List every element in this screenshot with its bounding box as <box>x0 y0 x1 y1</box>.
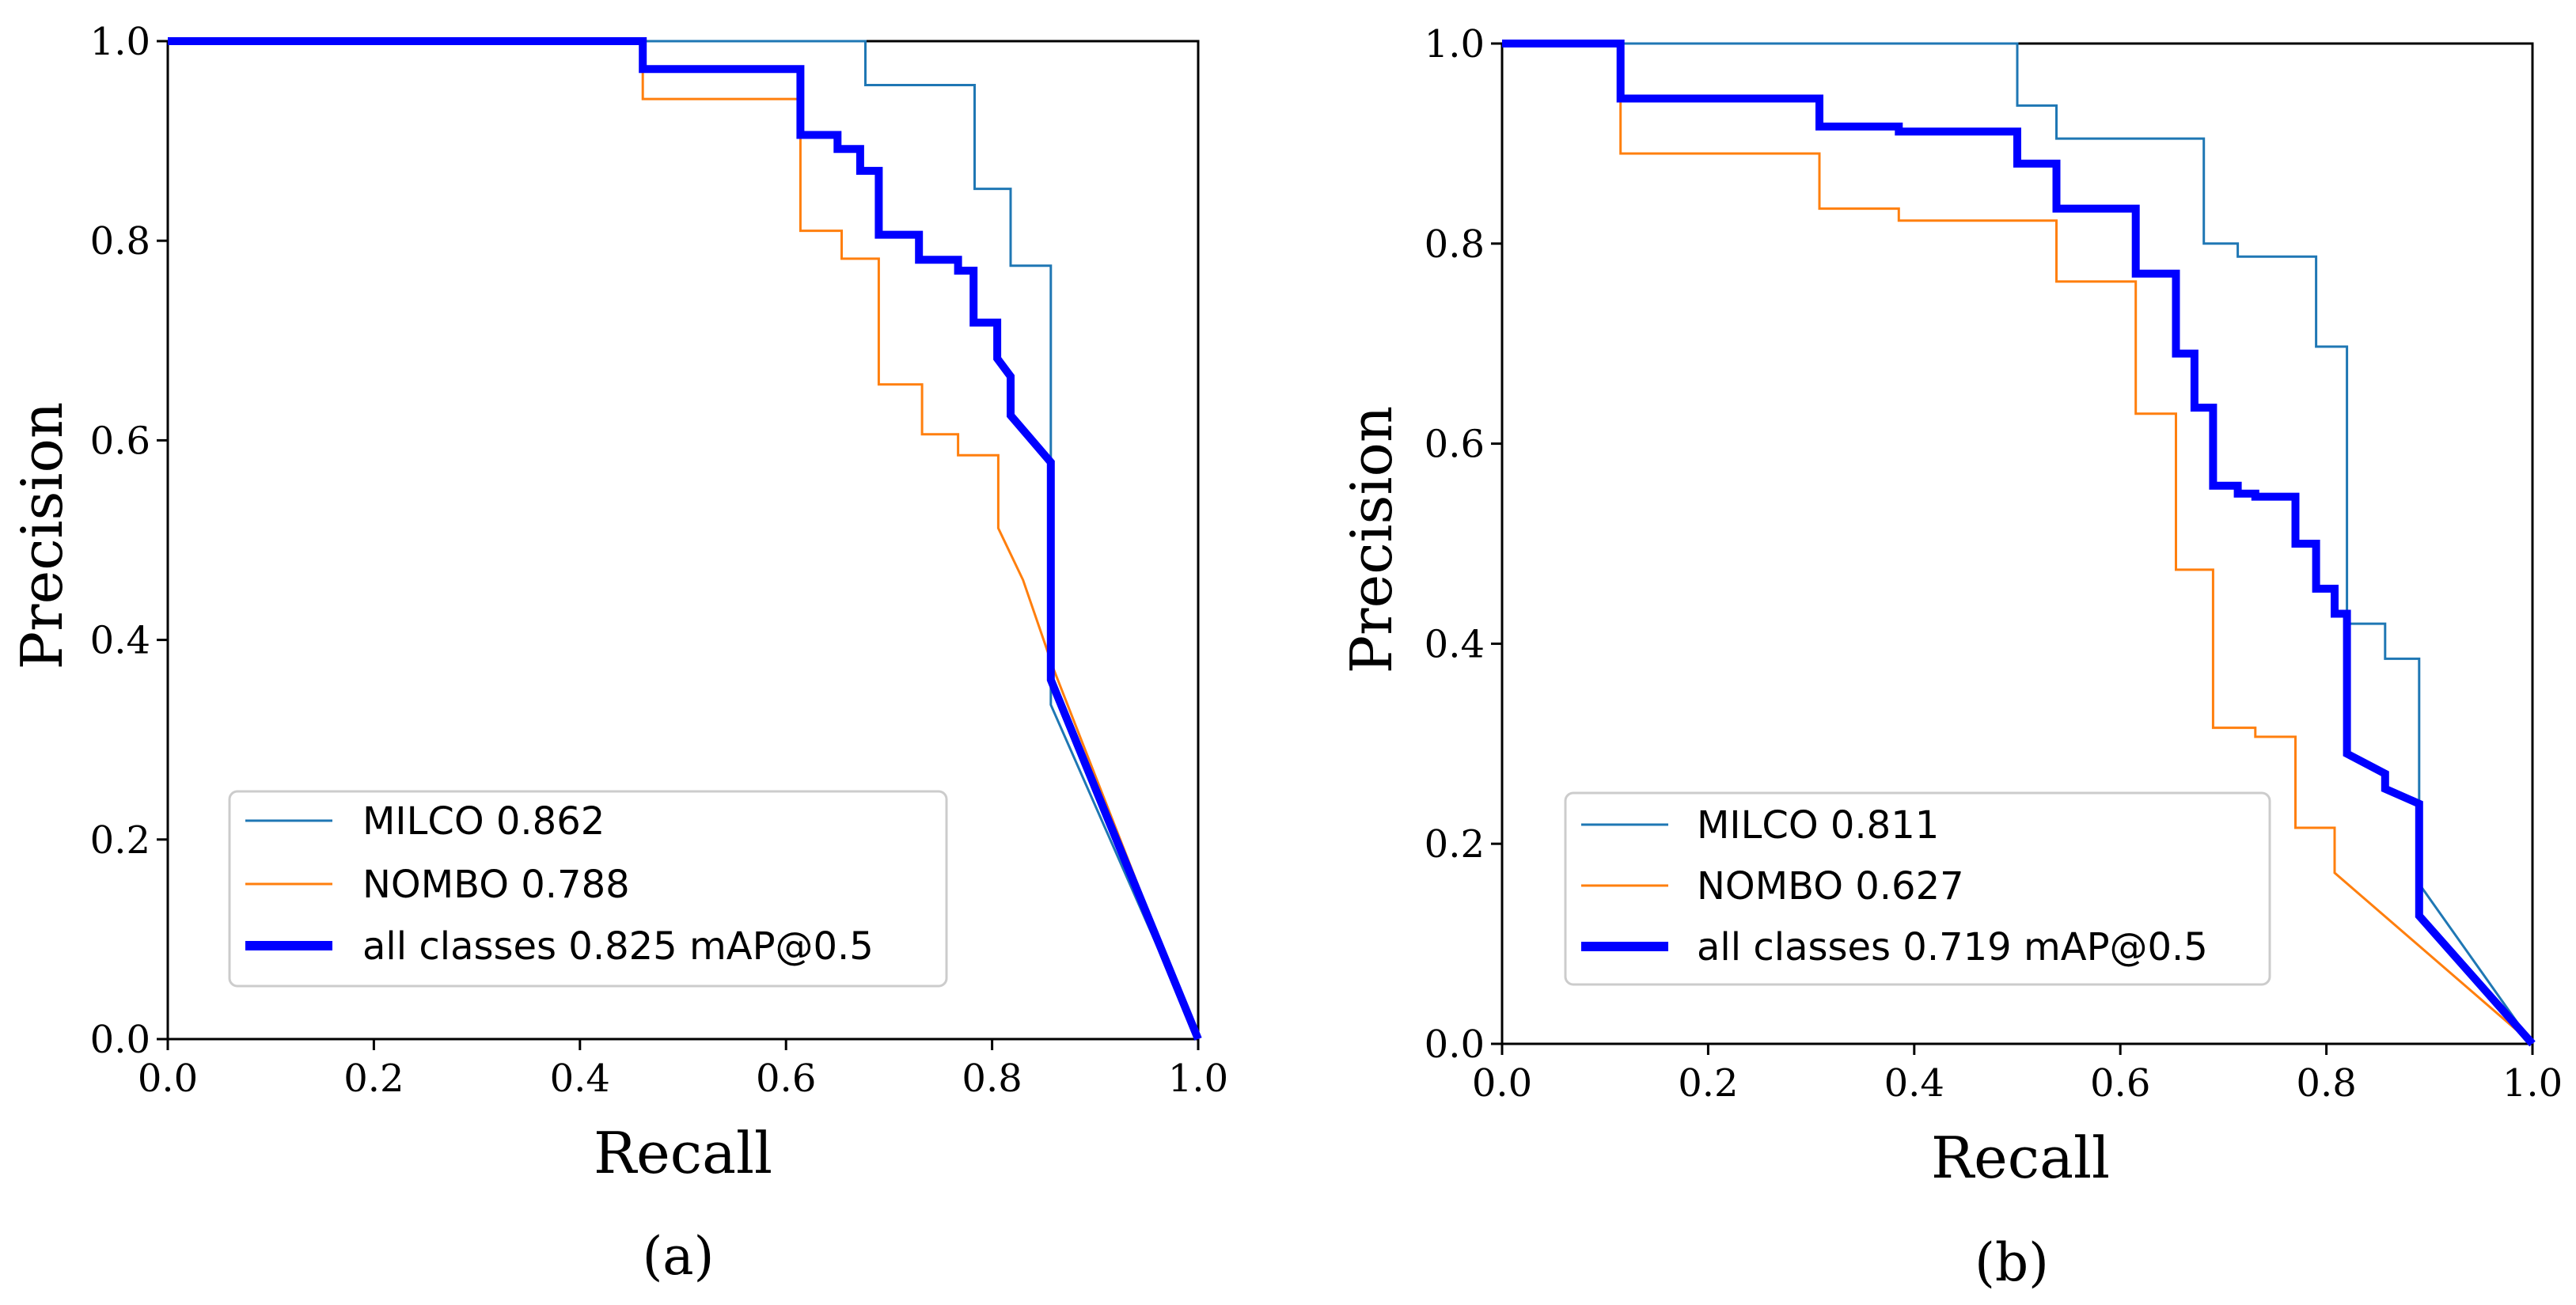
chart-panel-b: Recall Precision (b) MILCO 0.811 NOMBO 0… <box>1338 22 2563 1293</box>
x-tick-label: 0.0 <box>138 1057 198 1101</box>
y-tick-label: 0.2 <box>1425 822 1485 867</box>
y-tick-label: 1.0 <box>90 20 150 64</box>
series-line-all-classes <box>1502 40 2536 1047</box>
x-tick-label: 0.8 <box>2296 1061 2356 1106</box>
y-axis-label: Precision <box>9 402 75 670</box>
series-line-all-classes <box>168 37 1202 1041</box>
y-tick-label: 0.6 <box>1425 423 1485 467</box>
legend-label-nombo: NOMBO 0.788 <box>362 863 630 907</box>
legend-label-milco: MILCO 0.811 <box>1697 803 1939 848</box>
legend-label-all-classes: all classes 0.719 mAP@0.5 <box>1697 925 2208 969</box>
y-tick-label: 0.6 <box>90 419 150 463</box>
x-tick-label: 0.2 <box>1678 1061 1738 1106</box>
y-tick-label: 0.0 <box>1425 1022 1485 1067</box>
legend-label-milco: MILCO 0.862 <box>362 799 605 844</box>
chart-panel-a: Recall Precision (a) MILCO 0.862 NOMBO 0… <box>9 20 1228 1287</box>
x-tick-label: 0.4 <box>550 1057 610 1101</box>
series-line-nombo <box>168 40 1200 1040</box>
x-tick-label: 0.8 <box>962 1057 1022 1101</box>
x-tick-label: 0.6 <box>756 1057 816 1101</box>
legend: MILCO 0.811 NOMBO 0.627 all classes 0.71… <box>1564 791 2271 986</box>
legend: MILCO 0.862 NOMBO 0.788 all classes 0.82… <box>228 790 948 988</box>
legend-box <box>228 790 948 988</box>
legend-label-nombo: NOMBO 0.627 <box>1697 864 1964 909</box>
y-tick-label: 0.4 <box>90 619 150 663</box>
y-tick-label: 0.4 <box>1425 622 1485 666</box>
x-tick-label: 0.6 <box>2090 1061 2150 1106</box>
x-axis-label: Recall <box>594 1120 772 1186</box>
x-tick-label: 0.4 <box>1884 1061 1944 1106</box>
y-tick-label: 0.0 <box>90 1018 150 1062</box>
y-tick-label: 0.8 <box>1425 222 1485 267</box>
y-tick-label: 1.0 <box>1425 22 1485 66</box>
legend-label-all-classes: all classes 0.825 mAP@0.5 <box>362 924 874 969</box>
y-tick-label: 0.8 <box>90 219 150 264</box>
series-line-nombo <box>1502 42 2533 1045</box>
x-tick-label: 0.2 <box>343 1057 404 1101</box>
legend-box <box>1564 791 2271 986</box>
x-tick-label: 1.0 <box>1168 1057 1228 1101</box>
x-axis-label: Recall <box>1931 1125 2110 1191</box>
x-tick-label: 0.0 <box>1472 1061 1532 1106</box>
panel-caption: (b) <box>1975 1232 2049 1293</box>
series-line-milco <box>1502 42 2534 1045</box>
x-tick-label: 1.0 <box>2502 1061 2563 1106</box>
panel-caption: (a) <box>643 1226 715 1287</box>
y-axis-label: Precision <box>1338 406 1405 674</box>
y-tick-label: 0.2 <box>90 818 150 863</box>
